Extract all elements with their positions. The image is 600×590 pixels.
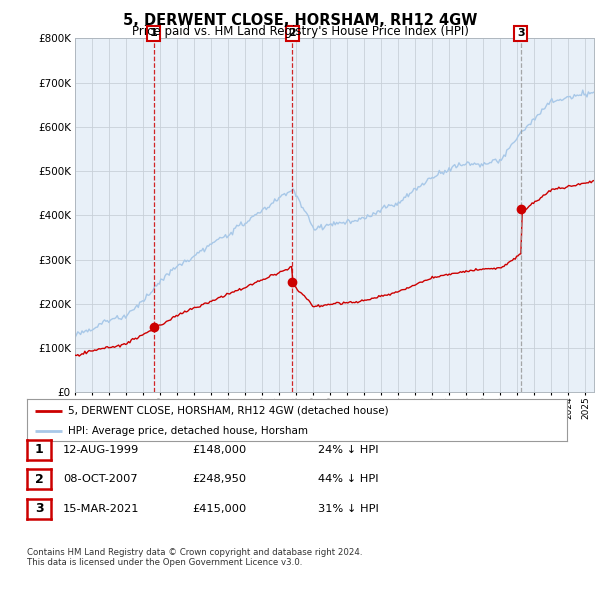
Text: Contains HM Land Registry data © Crown copyright and database right 2024.
This d: Contains HM Land Registry data © Crown c… [27, 548, 362, 567]
Text: 3: 3 [35, 502, 43, 515]
Text: 08-OCT-2007: 08-OCT-2007 [63, 474, 137, 484]
Text: 15-MAR-2021: 15-MAR-2021 [63, 504, 139, 513]
Text: £148,000: £148,000 [192, 445, 246, 454]
Text: 1: 1 [149, 28, 157, 38]
Text: 31% ↓ HPI: 31% ↓ HPI [318, 504, 379, 513]
Text: 3: 3 [517, 28, 525, 38]
Text: 1: 1 [35, 443, 43, 456]
Text: HPI: Average price, detached house, Horsham: HPI: Average price, detached house, Hors… [67, 426, 308, 435]
Text: 2: 2 [289, 28, 296, 38]
Text: 5, DERWENT CLOSE, HORSHAM, RH12 4GW: 5, DERWENT CLOSE, HORSHAM, RH12 4GW [123, 13, 477, 28]
Text: £248,950: £248,950 [192, 474, 246, 484]
Text: £415,000: £415,000 [192, 504, 246, 513]
Text: 5, DERWENT CLOSE, HORSHAM, RH12 4GW (detached house): 5, DERWENT CLOSE, HORSHAM, RH12 4GW (det… [67, 406, 388, 416]
Text: 24% ↓ HPI: 24% ↓ HPI [318, 445, 379, 454]
Text: 2: 2 [35, 473, 43, 486]
Text: Price paid vs. HM Land Registry's House Price Index (HPI): Price paid vs. HM Land Registry's House … [131, 25, 469, 38]
Text: 44% ↓ HPI: 44% ↓ HPI [318, 474, 379, 484]
Text: 12-AUG-1999: 12-AUG-1999 [63, 445, 139, 454]
